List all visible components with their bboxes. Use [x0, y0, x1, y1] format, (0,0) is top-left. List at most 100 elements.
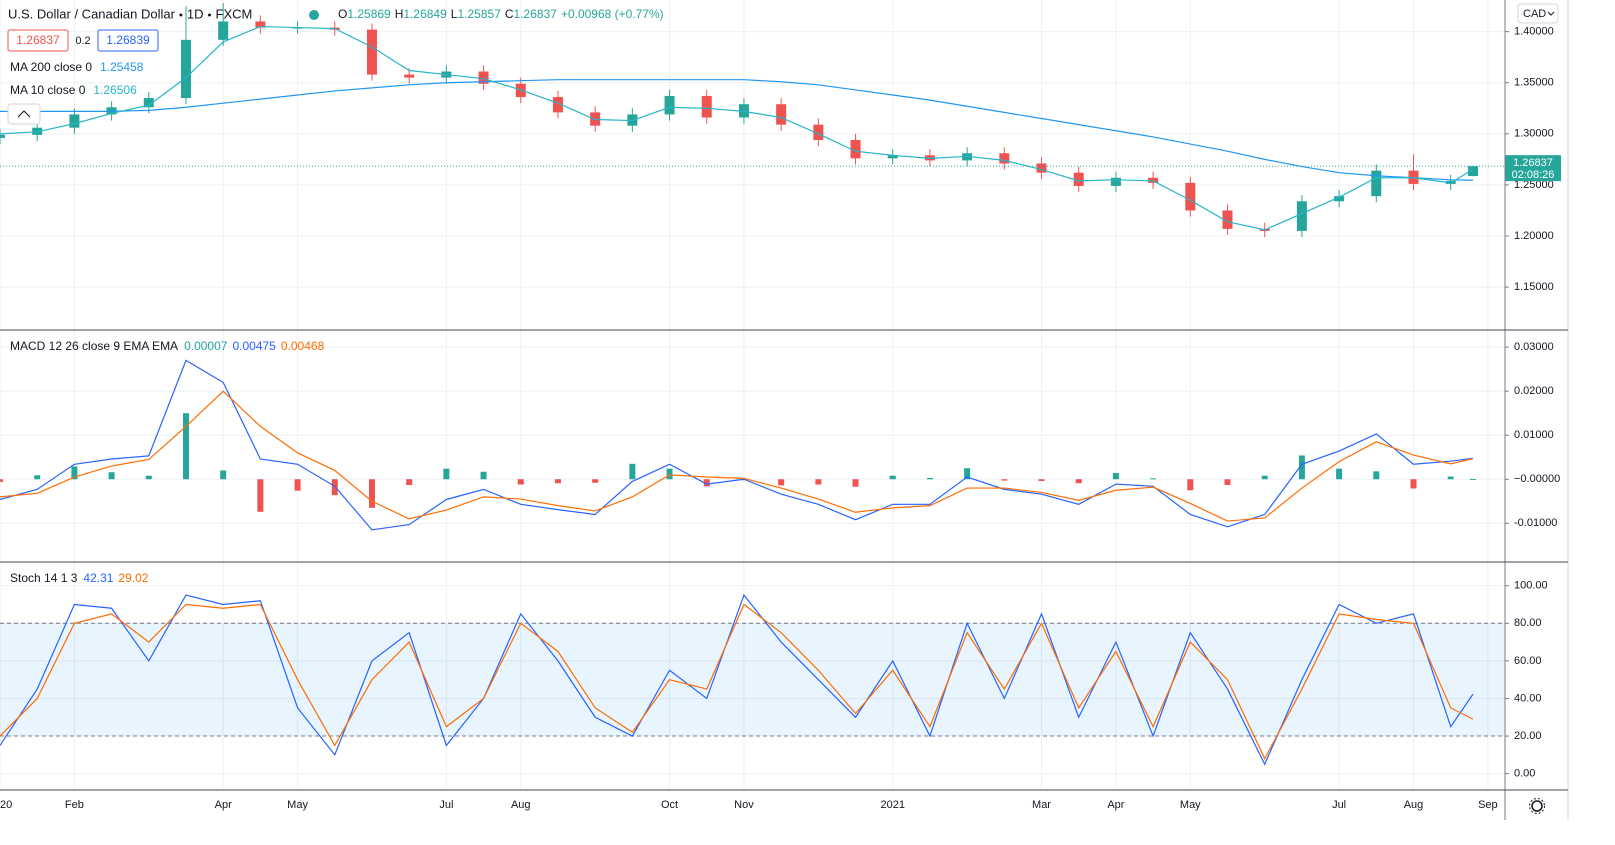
indicator-name: MA 10 close 0 [10, 83, 86, 97]
histogram-bar [964, 468, 971, 480]
indicator-line [0, 603, 1474, 760]
x-tick-label: Apr [215, 799, 232, 811]
candle-body [1371, 170, 1382, 197]
histogram-bar [1373, 471, 1380, 480]
histogram-bar [71, 466, 78, 480]
histogram-bar [1224, 479, 1231, 485]
histogram-bar [1038, 479, 1045, 481]
currency: CAD [1523, 8, 1546, 20]
y-tick-label: 100.00 [1514, 580, 1548, 592]
candle-body [69, 114, 80, 128]
separator [208, 13, 212, 17]
y-tick-label: 1.20000 [1514, 230, 1554, 242]
ohlc-letter: O [338, 7, 347, 21]
histogram-bar [406, 479, 413, 485]
x-tick-label: May [1180, 799, 1201, 811]
countdown: 02:08:26 [1512, 169, 1555, 181]
ohlc-letter: C [505, 7, 514, 21]
y-tick-label: 20.00 [1514, 730, 1542, 742]
ask-box[interactable] [97, 29, 159, 52]
settings-gear-outer [1529, 798, 1545, 814]
candle-body [366, 29, 377, 75]
histogram-bar [1410, 479, 1417, 489]
candle-body [1110, 177, 1121, 186]
y-tick-label: 0.00 [1514, 768, 1535, 780]
spread: 0.2 [75, 35, 90, 47]
y-tick-label: 40.00 [1514, 692, 1542, 704]
y-tick-label: 1.30000 [1514, 128, 1554, 140]
indicator-name: Stoch 14 1 3 [10, 571, 78, 585]
candle-body [1468, 166, 1479, 177]
indicator-value: 0.00475 [232, 339, 276, 353]
histogram-bar [592, 479, 599, 483]
histogram-bar [34, 475, 41, 480]
x-tick-label: Nov [734, 799, 754, 811]
indicator-line [0, 79, 1474, 181]
market-status[interactable] [309, 10, 319, 20]
ask-price: 1.26839 [106, 33, 150, 47]
indicator-name: MACD 12 26 close 9 EMA EMA [10, 339, 178, 353]
separator [179, 13, 183, 17]
candle-body [701, 96, 712, 118]
candle-body [1296, 201, 1307, 231]
histogram-bar [1470, 478, 1477, 480]
histogram-bar [703, 479, 710, 487]
indicator-line [0, 25, 1474, 231]
candle-body [404, 74, 415, 78]
x-tick-label: 20 [0, 799, 12, 811]
indicator-line [0, 593, 1474, 766]
indicator-line [0, 359, 1474, 531]
histogram-bar [1447, 476, 1454, 480]
histogram-bar [926, 477, 933, 480]
histogram-bar [1112, 473, 1119, 480]
candle-body [180, 39, 191, 99]
collapse-button[interactable] [7, 103, 41, 125]
x-tick-label: May [287, 799, 308, 811]
histogram-bar [108, 472, 115, 480]
ohlc-letter: H [395, 7, 404, 21]
histogram-bar [1187, 479, 1194, 491]
histogram-bar [554, 479, 561, 484]
stoch-band [0, 623, 1505, 737]
x-tick-label: Mar [1032, 799, 1051, 811]
y-tick-label: 1.35000 [1514, 77, 1554, 89]
candle-body [0, 134, 5, 138]
bid-box[interactable] [7, 29, 69, 52]
y-tick-label: 0.02000 [1514, 385, 1554, 397]
y-tick-label: 0.03000 [1514, 341, 1554, 353]
candle-body [664, 96, 675, 115]
y-tick-label: 1.15000 [1514, 281, 1554, 293]
currency-button[interactable] [1517, 3, 1559, 24]
y-tick-label: 1.40000 [1514, 26, 1554, 38]
histogram-bar [1150, 478, 1157, 480]
histogram-bar [517, 479, 524, 485]
y-tick-label: −0.00000 [1514, 473, 1560, 485]
y-tick-label: 0.01000 [1514, 429, 1554, 441]
settings-gear[interactable] [1531, 800, 1543, 812]
bid-price: 1.26837 [16, 33, 60, 47]
histogram-bar [629, 463, 636, 480]
currency-caret [1547, 11, 1555, 16]
indicator-value: 42.31 [83, 571, 113, 585]
histogram-bar [368, 479, 375, 508]
ohlc-legend: O1.25869 H1.26849 L1.25857 C1.26837 +0.00968… [338, 7, 664, 21]
histogram-bar [294, 479, 301, 491]
indicator-value: 0.00007 [184, 339, 228, 353]
source: FXCM [216, 6, 253, 21]
candle-body [776, 104, 787, 125]
histogram-bar [852, 479, 859, 487]
indicator-line [0, 390, 1474, 522]
candle-body [143, 98, 154, 108]
ohlc-value: 1.25869 [347, 7, 391, 21]
indicator-name: MA 200 close 0 [10, 60, 92, 74]
histogram-bar [778, 479, 785, 486]
x-tick-label: Jul [439, 799, 453, 811]
x-tick-label: Feb [65, 799, 84, 811]
histogram-bar [443, 468, 450, 480]
x-tick-label: Sep [1478, 799, 1498, 811]
histogram-bar [1261, 475, 1268, 480]
indicator-value: 29.02 [118, 571, 148, 585]
candle-body [850, 139, 861, 159]
candle-body [887, 155, 898, 159]
